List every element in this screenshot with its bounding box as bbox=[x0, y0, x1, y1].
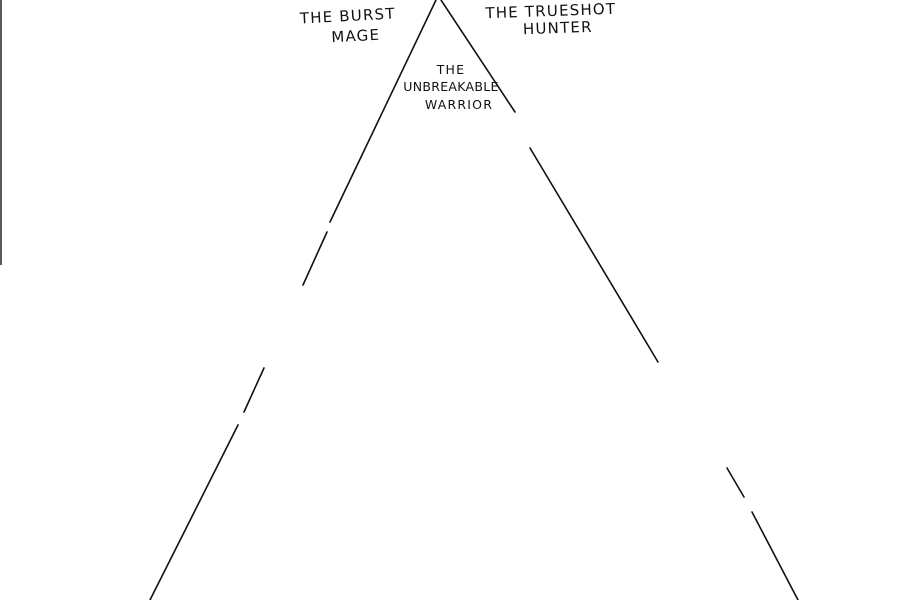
unbreakable-warrior-line3: WARRIOR bbox=[425, 97, 493, 112]
unbreakable-warrior-line1: THE bbox=[436, 62, 466, 77]
label-burst-mage: THE BURST MAGE bbox=[298, 5, 396, 47]
trueshot-hunter-line2: HUNTER bbox=[523, 18, 593, 38]
label-trueshot-hunter: THE TRUESHOT HUNTER bbox=[484, 0, 616, 38]
unbreakable-warrior-line2: UNBREAKABLE bbox=[403, 79, 498, 94]
burst-mage-line1: THE BURST bbox=[298, 5, 396, 28]
triangle-left-edge bbox=[150, 0, 436, 600]
burst-mage-line2: MAGE bbox=[331, 26, 381, 47]
label-unbreakable-warrior: THE UNBREAKABLE WARRIOR bbox=[403, 62, 498, 112]
